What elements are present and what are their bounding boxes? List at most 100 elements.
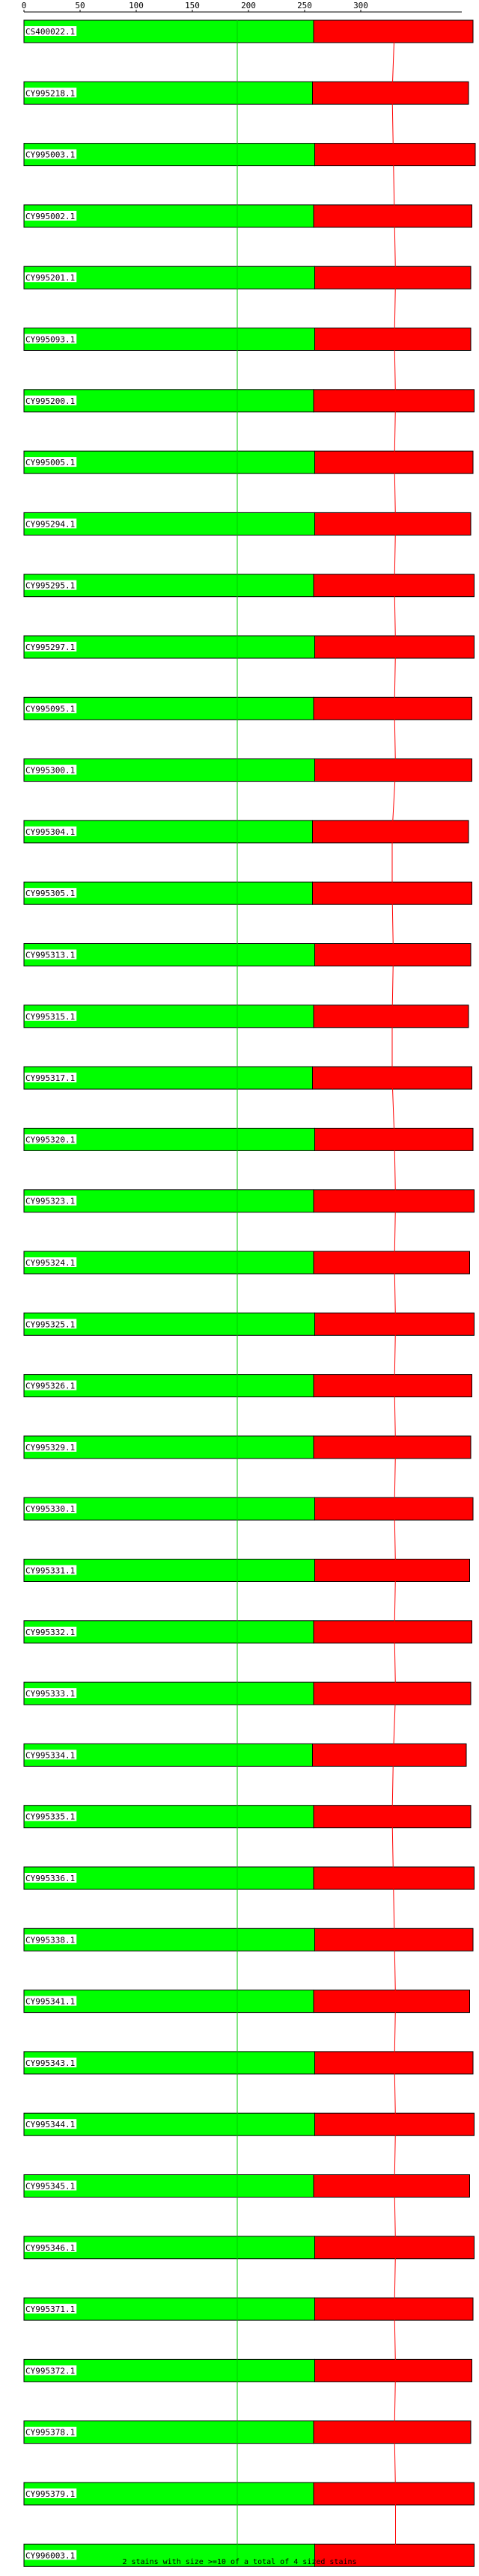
bar-label-background xyxy=(25,580,77,590)
bar-category-label: CY995304.1 xyxy=(25,827,75,837)
bar-category-label: CY995329.1 xyxy=(25,1443,75,1453)
bar-category-label: CS400022.1 xyxy=(25,27,75,37)
bar-red-segment xyxy=(313,696,472,720)
bar-label-background xyxy=(25,1257,77,1267)
bar-red-segment xyxy=(314,512,472,536)
bar-category-label: CY995343.1 xyxy=(25,2058,75,2068)
x-tick-label: 250 xyxy=(297,1,312,10)
bar-label-background xyxy=(25,210,77,221)
bar-label-background xyxy=(25,457,77,467)
bar-label-background xyxy=(25,1811,77,1821)
footer-summary: 2 stains with size >=10 of a total of 4 … xyxy=(122,2558,356,2566)
bar-red-segment xyxy=(314,2358,472,2382)
bar-label-background xyxy=(25,2365,77,2376)
bar-category-label: CY995332.1 xyxy=(25,1628,75,1637)
bar-category-label: CY995330.1 xyxy=(25,1504,75,1514)
bar-red-segment xyxy=(313,19,474,43)
bar-red-segment xyxy=(314,450,474,474)
bar-red-segment xyxy=(313,1435,472,1459)
bar-category-label: CY996003.1 xyxy=(25,2551,75,2560)
bar-label-background xyxy=(25,1873,77,1883)
bar-red-segment xyxy=(314,635,475,659)
bar-label-background xyxy=(25,1011,77,1021)
bar-category-label: CY995317.1 xyxy=(25,1073,75,1083)
bar-red-segment xyxy=(313,1005,469,1028)
bar-red-segment xyxy=(313,204,472,228)
bar-category-label: CY995379.1 xyxy=(25,2489,75,2499)
bar-label-background xyxy=(25,334,77,344)
bar-category-label: CY995305.1 xyxy=(25,889,75,898)
x-tick-label: 0 xyxy=(22,1,27,10)
bars xyxy=(23,19,476,2567)
bar-red-segment xyxy=(314,943,472,966)
bar-red-segment xyxy=(314,2112,475,2136)
bar-green-segment xyxy=(23,1743,313,1767)
bar-red-segment xyxy=(314,1559,470,1582)
bar-label-background xyxy=(25,2242,77,2252)
bar-label-background xyxy=(25,1441,77,1452)
reference-lines xyxy=(237,20,397,2567)
x-tick-label: 150 xyxy=(185,1,200,10)
bar-category-label: CY995320.1 xyxy=(25,1135,75,1144)
bar-label-background xyxy=(25,2304,77,2314)
bar-red-segment xyxy=(314,2297,474,2321)
bar-category-label: CY995300.1 xyxy=(25,766,75,776)
bar-label-background xyxy=(25,272,77,283)
bar-category-label: CY995201.1 xyxy=(25,273,75,283)
bar-category-label: CY995344.1 xyxy=(25,2120,75,2129)
x-axis: 0 50 100 150 200 250 300 xyxy=(22,1,462,13)
bar-red-segment xyxy=(314,1312,475,1336)
bar-red-segment xyxy=(314,758,472,782)
bar-label-background xyxy=(25,1996,77,2006)
bar-labels: CS400022.1 CY995218.1 CY995003.1 CY995002.1… xyxy=(25,26,77,2560)
bar-category-label: CY995345.1 xyxy=(25,2182,75,2192)
bar-category-label: CY995218.1 xyxy=(25,88,75,98)
bar-label-background xyxy=(25,1503,77,1514)
bar-category-label: CY995372.1 xyxy=(25,2366,75,2376)
bar-red-segment xyxy=(314,328,472,351)
bar-label-background xyxy=(25,1934,77,1945)
bar-label-background xyxy=(25,2488,77,2498)
bar-red-segment xyxy=(313,1189,475,1213)
bar-label-background xyxy=(25,1073,77,1083)
bar-label-background xyxy=(25,1134,77,1144)
bar-category-label: CY995336.1 xyxy=(25,1874,75,1883)
bar-label-background xyxy=(25,764,77,775)
bar-label-background xyxy=(25,518,77,529)
bar-red-segment xyxy=(313,1374,472,1398)
bar-category-label: CY995324.1 xyxy=(25,1258,75,1268)
bar-category-label: CY995378.1 xyxy=(25,2428,75,2438)
bar-label-background xyxy=(25,826,77,836)
bar-label-background xyxy=(25,2426,77,2437)
bar-red-segment xyxy=(313,1681,472,1705)
bar-red-segment xyxy=(314,1497,474,1521)
bar-label-background xyxy=(25,1688,77,1699)
bar-red-segment xyxy=(313,2174,470,2198)
bar-category-label: CY995335.1 xyxy=(25,1812,75,1822)
bar-category-label: CY995338.1 xyxy=(25,1935,75,1945)
bar-category-label: CY995200.1 xyxy=(25,396,75,406)
bar-red-segment xyxy=(314,143,476,167)
bar-label-background xyxy=(25,642,77,651)
bar-label-background xyxy=(25,2057,77,2067)
bar-red-segment xyxy=(313,389,475,413)
bar-category-label: CY995095.1 xyxy=(25,704,75,714)
bar-label-background xyxy=(25,26,77,36)
bar-category-label: CY995333.1 xyxy=(25,1689,75,1699)
bar-label-background xyxy=(25,1749,77,1760)
bar-category-label: CY995002.1 xyxy=(25,212,75,221)
bar-red-segment xyxy=(313,2482,475,2506)
bar-category-label: CY995313.1 xyxy=(25,951,75,960)
bar-red-segment xyxy=(313,1251,470,1275)
bar-category-label: CY995005.1 xyxy=(25,458,75,467)
bar-red-segment xyxy=(313,1866,475,1890)
bar-label-background xyxy=(25,395,77,405)
bar-category-label: CY995331.1 xyxy=(25,1566,75,1576)
bar-red-segment xyxy=(313,1990,470,2014)
bar-label-background xyxy=(25,1565,77,1575)
bar-red-segment xyxy=(312,820,469,844)
bar-category-label: CY995323.1 xyxy=(25,1197,75,1206)
bar-red-segment xyxy=(314,266,472,289)
bar-category-label: CY995297.1 xyxy=(25,643,75,652)
